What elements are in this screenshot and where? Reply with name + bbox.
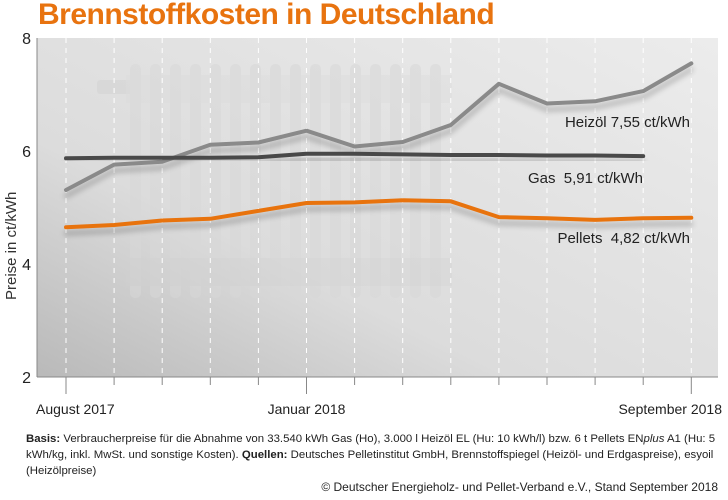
radiator-fin — [230, 64, 241, 298]
radiator-fin — [310, 64, 321, 298]
radiator-illustration — [97, 64, 452, 298]
basis-text: Verbraucherpreise für die Abnahme von 33… — [60, 433, 644, 445]
y-tick-label: 8 — [22, 31, 31, 48]
chart-title: Brennstoffkosten in Deutschland — [38, 0, 495, 31]
radiator-top-bar — [126, 75, 452, 103]
radiator-fin — [270, 64, 281, 298]
basis-text-2: A1 (Hu: 5 kWh/kg, inkl. MwSt. und sonsti… — [26, 433, 716, 461]
radiator-bottom-bar — [126, 258, 452, 286]
sources-label: Quellen: — [241, 449, 288, 461]
series-label-gas: Gas 5,91 ct/kWh — [528, 170, 643, 187]
y-tick-label: 6 — [22, 144, 31, 161]
radiator-fin — [390, 64, 401, 298]
y-tick-label: 4 — [22, 257, 31, 274]
y-tick-label: 2 — [22, 370, 31, 387]
radiator-valve — [97, 80, 137, 94]
copyright: © Deutscher Energieholz- und Pellet-Verb… — [321, 480, 718, 494]
grid-lines — [65, 38, 692, 377]
footnote: Basis: Verbraucherpreise für die Abnahme… — [26, 431, 726, 479]
series-label-pellets: Pellets 4,82 ct/kWh — [557, 230, 690, 247]
radiator-fin — [350, 64, 361, 298]
basis-label: Basis: — [26, 433, 61, 445]
radiator-fin — [410, 64, 421, 298]
series-line-gas — [64, 151, 646, 161]
sources-text: Deutsches Pelletinstitut GmbH, Brennstof… — [26, 449, 714, 477]
radiator-fin — [430, 64, 441, 298]
radiator-fin — [170, 64, 181, 298]
radiator-fin — [290, 64, 301, 298]
radiator-fin — [210, 64, 221, 298]
line-chart: 2 4 6 8 August 2017 Januar 2018 September 201… — [3, 31, 722, 417]
radiator-fin — [130, 64, 141, 298]
radiator-fin — [330, 64, 341, 298]
series-label-heizoel: Heizöl 7,55 ct/kWh — [565, 114, 690, 131]
x-tick-label: September 2018 — [618, 401, 722, 417]
plus-text: plus — [643, 433, 665, 445]
y-axis-label: Preise in ct/kWh — [3, 192, 20, 300]
x-tick-label: Januar 2018 — [268, 401, 346, 417]
radiator-fin — [150, 64, 161, 298]
x-tick-label: August 2017 — [36, 401, 115, 417]
series-line-pellets — [64, 198, 694, 230]
radiator-fin — [370, 64, 381, 298]
radiator-fin — [190, 64, 201, 298]
